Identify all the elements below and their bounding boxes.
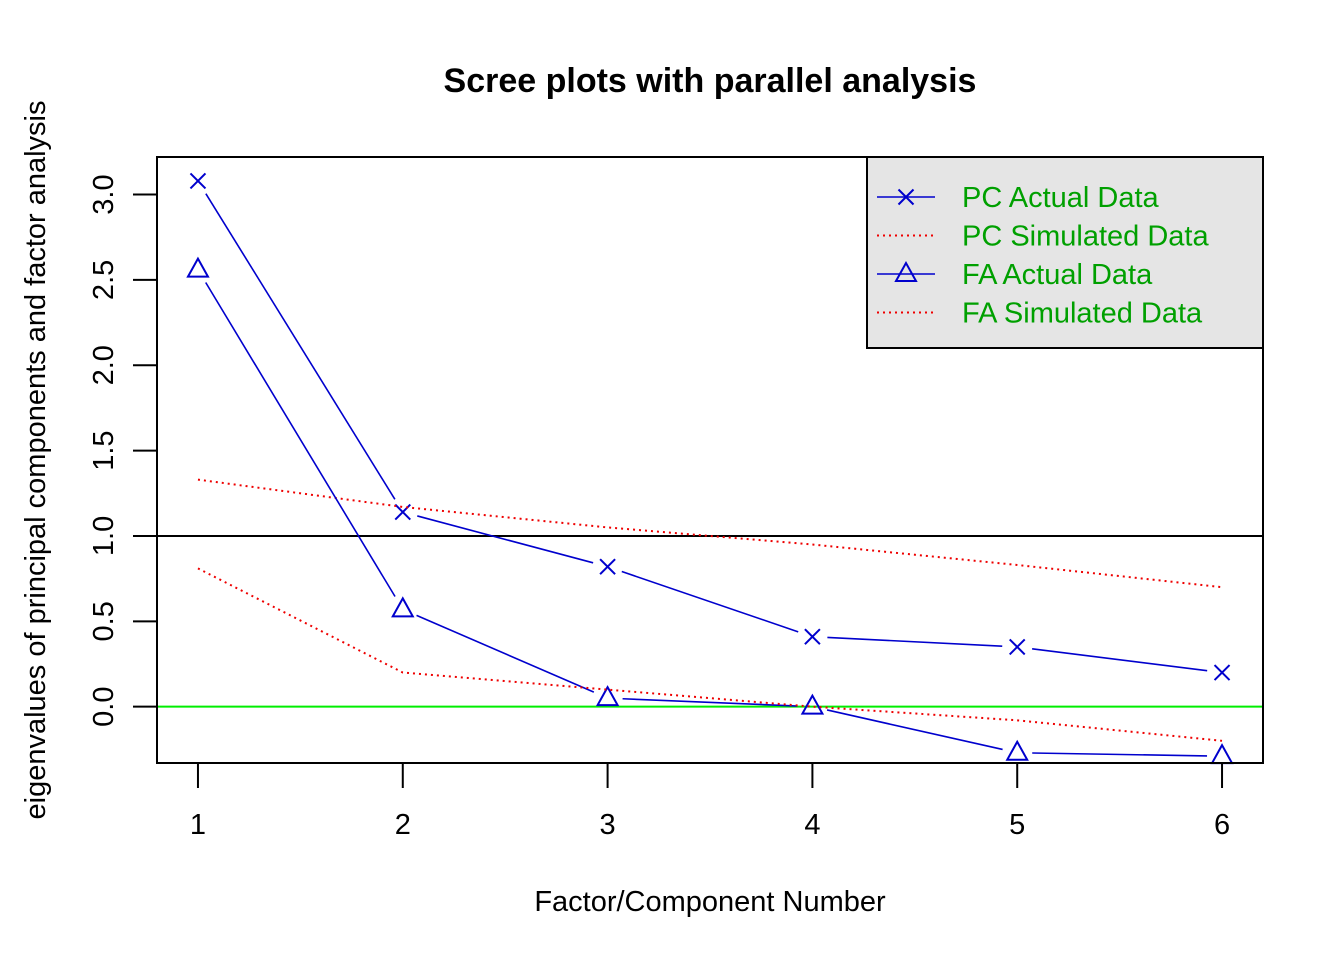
- series-0-point-3: [599, 558, 616, 575]
- legend-box: [866, 156, 1264, 349]
- cross-stroke: [1213, 664, 1231, 681]
- legend-marker-0: [897, 188, 915, 206]
- cross-stroke: [897, 188, 915, 206]
- cross-stroke: [1009, 638, 1026, 656]
- legend-marker-2: [894, 260, 918, 282]
- cross-stroke: [189, 172, 207, 190]
- series-2-point-3: [595, 685, 620, 707]
- y-tick-label: 2.5: [88, 260, 120, 300]
- x-tick-label: 2: [395, 809, 411, 841]
- x-axis-label: Factor/Component Number: [534, 886, 886, 918]
- series-segment-2: [622, 697, 798, 707]
- series-line-3: [197, 567, 1223, 742]
- x-tick-label: 1: [190, 809, 206, 841]
- series-0-point-6: [1213, 664, 1231, 681]
- chart-title: Scree plots with parallel analysis: [444, 62, 977, 100]
- series-segment-2: [826, 709, 1003, 751]
- series-2-point-1: [186, 256, 210, 278]
- y-tick-label: 3.0: [88, 174, 120, 214]
- series-0-point-4: [804, 628, 821, 645]
- legend-label-2: FA Actual Data: [962, 259, 1153, 291]
- series-2-point-5: [1005, 739, 1029, 761]
- x-tick-label: 5: [1009, 809, 1025, 841]
- x-tick-label: 4: [804, 809, 820, 841]
- x-tick-label: 3: [600, 809, 616, 841]
- series-0-point-1: [189, 172, 207, 190]
- series-segment-0: [205, 193, 396, 500]
- plot-area: 1 2 3 4 5 6 0.0 0.5 1.0 1.5 2.0 2.5 3.0: [88, 156, 1264, 841]
- series-0-point-5: [1009, 638, 1026, 656]
- series-segment-0: [1032, 647, 1208, 672]
- y-tick-label: 2.0: [88, 345, 120, 385]
- series-segment-2: [416, 614, 595, 693]
- y-axis-label: eigenvalues of principal components and …: [20, 101, 52, 820]
- series-2-point-2: [391, 596, 415, 618]
- x-tick-label: 6: [1214, 809, 1230, 841]
- y-tick-label: 1.5: [88, 430, 120, 470]
- series-segment-0: [827, 636, 1003, 647]
- series-segment-2: [1032, 752, 1208, 757]
- y-tick-label: 0.5: [88, 601, 120, 641]
- series-segment-0: [417, 515, 594, 564]
- legend-label-0: PC Actual Data: [962, 182, 1160, 214]
- series-line-1: [197, 478, 1223, 589]
- legend-label-3: FA Simulated Data: [962, 298, 1203, 330]
- legend: PC Actual Data PC Simulated Data FA Actua…: [866, 156, 1264, 349]
- y-tick-label: 0.0: [88, 687, 120, 727]
- series-2-point-4: [800, 693, 825, 715]
- series-segment-0: [621, 570, 799, 633]
- series-segment-2: [205, 282, 396, 597]
- cross-stroke: [599, 558, 616, 575]
- series-2-point-6: [1210, 743, 1234, 765]
- legend-label-1: PC Simulated Data: [962, 221, 1209, 253]
- y-tick-label: 1.0: [88, 516, 120, 556]
- cross-stroke: [804, 628, 821, 645]
